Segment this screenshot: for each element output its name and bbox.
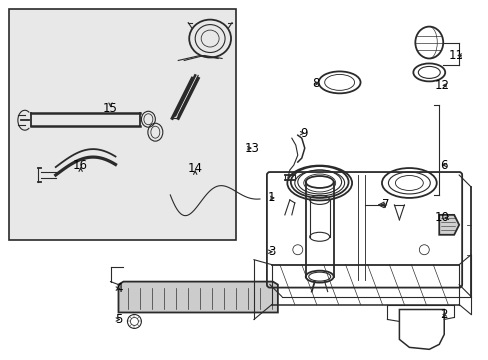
Bar [9,9,236,240]
Text: 8: 8 [312,77,320,90]
Text: 11: 11 [448,49,463,62]
Text: 13: 13 [244,141,259,155]
Text: 4: 4 [115,282,123,295]
Polygon shape [118,282,277,312]
Text: 7: 7 [381,198,388,211]
Text: 1: 1 [267,192,275,204]
Text: 14: 14 [187,162,203,175]
Text: 12: 12 [433,79,448,92]
Polygon shape [438,215,458,235]
Text: 10: 10 [433,211,448,224]
Text: 15: 15 [103,102,118,115]
Text: 16: 16 [73,159,88,172]
Text: 9: 9 [299,127,306,140]
Text: 5: 5 [115,313,122,326]
Text: 6: 6 [439,158,447,172]
Text: 3: 3 [267,245,275,258]
Text: 2: 2 [439,308,447,321]
